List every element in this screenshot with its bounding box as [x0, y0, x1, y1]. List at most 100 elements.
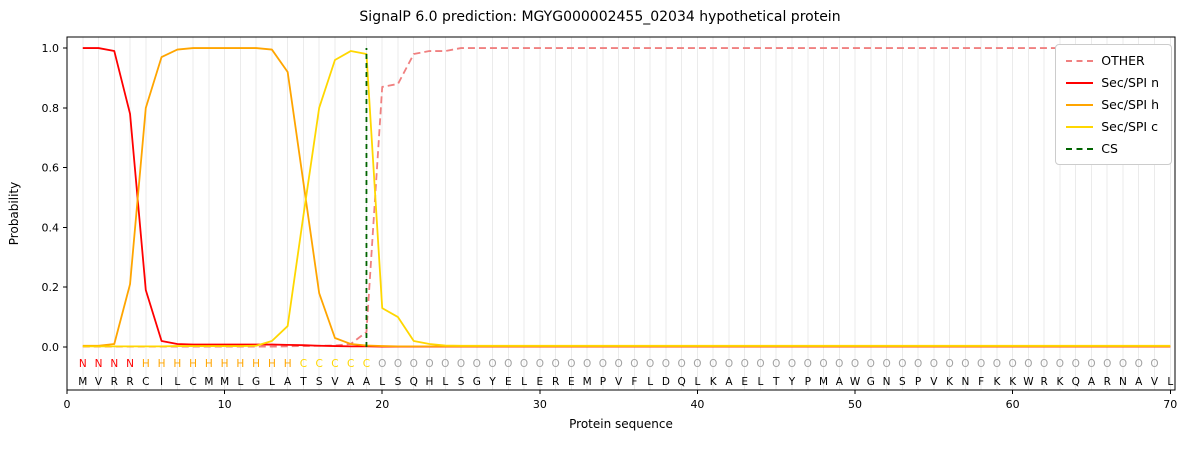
series-line-sec-spi-n [82, 47, 1171, 348]
y-axis [63, 47, 67, 348]
residue-letter: C [189, 376, 196, 388]
region-letter: O [945, 358, 953, 370]
region-letter: O [678, 358, 686, 370]
region-letter: O [1072, 358, 1080, 370]
residue-letter: A [284, 376, 292, 388]
region-letter: O [457, 358, 465, 370]
region-letter: H [236, 358, 244, 370]
region-letter: O [630, 358, 638, 370]
residue-letter: L [647, 376, 653, 388]
series-line-sec-spi-h [82, 47, 1171, 348]
region-letter: H [284, 358, 292, 370]
region-letter: O [756, 358, 764, 370]
region-letter: H [205, 358, 213, 370]
plot-frame [66, 36, 1176, 391]
residue-letter: L [758, 376, 764, 388]
residue-letter: P [805, 376, 811, 388]
legend-line-other-icon [1066, 59, 1094, 62]
residue-letter: A [725, 376, 733, 388]
residue-letter: E [568, 376, 575, 388]
region-letter: H [252, 358, 260, 370]
region-letter: O [788, 358, 796, 370]
svg-text:40: 40 [690, 398, 704, 411]
region-letter: O [615, 358, 623, 370]
svg-text:0.8: 0.8 [42, 102, 60, 115]
residue-letter: A [1088, 376, 1096, 388]
legend-label-sec-spi-n: Sec/SPI n [1101, 75, 1159, 90]
legend-line-sec-spi-n-icon [1066, 81, 1094, 84]
svg-text:0.2: 0.2 [42, 281, 60, 294]
region-letter: H [173, 358, 181, 370]
region-letter: O [504, 358, 512, 370]
residue-letter: A [347, 376, 355, 388]
legend: OTHER Sec/SPI n Sec/SPI h Sec/SPI c CS [1055, 44, 1172, 165]
svg-text:10: 10 [218, 398, 232, 411]
region-letter: N [79, 358, 87, 370]
legend-item-sec-spi-n: Sec/SPI n [1066, 75, 1159, 90]
residue-letter: P [600, 376, 606, 388]
region-letter: O [1056, 358, 1064, 370]
region-letter: N [95, 358, 103, 370]
gridlines [82, 37, 1171, 390]
region-letter: O [488, 358, 496, 370]
x-axis-label: Protein sequence [569, 417, 673, 431]
residue-letter: P [915, 376, 921, 388]
residue-letter: R [1104, 376, 1111, 388]
series-line-other [82, 47, 1171, 348]
residue-letter: G [473, 376, 481, 388]
svg-text:0.4: 0.4 [42, 221, 60, 234]
residue-letter: F [631, 376, 637, 388]
region-letter: H [221, 358, 229, 370]
region-letter: O [1040, 358, 1048, 370]
residue-letter: N [883, 376, 891, 388]
region-letter: O [394, 358, 402, 370]
region-letter: O [709, 358, 717, 370]
residue-letter: E [537, 376, 544, 388]
residue-letter: M [220, 376, 229, 388]
region-letter: C [316, 358, 323, 370]
region-letter: O [725, 358, 733, 370]
legend-label-cs: CS [1101, 141, 1118, 156]
svg-text:0.6: 0.6 [42, 162, 60, 175]
region-letter: O [1135, 358, 1143, 370]
svg-text:30: 30 [533, 398, 547, 411]
residue-letter: L [379, 376, 385, 388]
residue-letter: A [836, 376, 844, 388]
region-letter: O [662, 358, 670, 370]
svg-text:70: 70 [1163, 398, 1177, 411]
region-letter: O [1009, 358, 1017, 370]
residue-letter: V [930, 376, 938, 388]
residue-letter: A [1135, 376, 1143, 388]
legend-item-sec-spi-c: Sec/SPI c [1066, 119, 1159, 134]
region-letter: O [898, 358, 906, 370]
region-letter: O [1119, 358, 1127, 370]
legend-line-sec-spi-h-icon [1066, 103, 1094, 106]
svg-text:50: 50 [848, 398, 862, 411]
residue-letter: M [78, 376, 87, 388]
svg-text:1.0: 1.0 [42, 42, 60, 55]
legend-item-cs: CS [1066, 141, 1159, 156]
region-letter: O [930, 358, 938, 370]
residue-letter: E [741, 376, 748, 388]
region-letter: O [551, 358, 559, 370]
region-letter: C [347, 358, 354, 370]
legend-label-sec-spi-h: Sec/SPI h [1101, 97, 1159, 112]
legend-line-cs-icon [1066, 147, 1094, 150]
legend-line-sec-spi-c-icon [1066, 125, 1094, 128]
region-letter: O [567, 358, 575, 370]
region-letter: O [646, 358, 654, 370]
residue-letter: L [174, 376, 180, 388]
residue-letter: R [1041, 376, 1048, 388]
region-letter: O [410, 358, 418, 370]
x-axis [66, 390, 1171, 394]
residue-letter: C [142, 376, 149, 388]
region-letter: O [1103, 358, 1111, 370]
region-letter: O [1150, 358, 1158, 370]
residue-letter: F [978, 376, 984, 388]
legend-item-other: OTHER [1066, 53, 1159, 68]
residue-letter: N [961, 376, 969, 388]
region-letter: O [1087, 358, 1095, 370]
residue-letter: Y [488, 376, 496, 388]
region-letter: O [961, 358, 969, 370]
